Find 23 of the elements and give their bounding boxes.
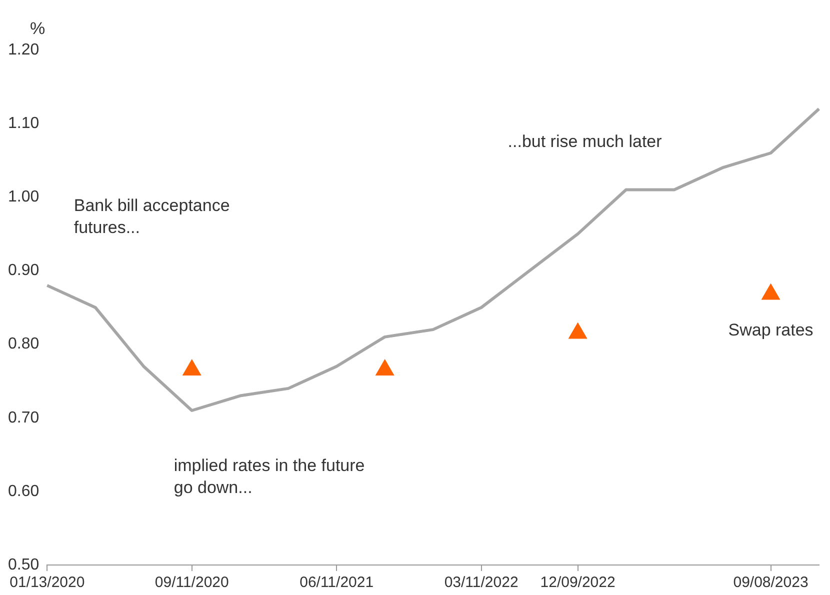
annotation: ...but rise much later (508, 130, 663, 153)
x-tick-label: 03/11/2022 (444, 574, 518, 592)
y-tick-label: 0.50 (8, 556, 40, 574)
y-tick-label: 1.20 (8, 41, 40, 58)
point (568, 322, 587, 339)
y-tick-label: 0.90 (8, 262, 40, 280)
y-tick-label: 1.00 (8, 188, 40, 206)
x-tick-label: 09/11/2020 (154, 574, 229, 592)
y-tick-label: 1.10 (8, 114, 40, 132)
y-tick-label: 0.70 (8, 409, 40, 426)
annotation: Bank bill acceptance futures... (74, 194, 231, 238)
series-label: Swap rates (728, 320, 814, 340)
x-tick-label: 01/13/2020 (10, 574, 85, 592)
point (182, 360, 202, 376)
x-tick-label: 12/09/2022 (540, 574, 616, 592)
point (376, 360, 394, 376)
x-tick-label: 06/11/2021 (300, 574, 374, 592)
point (762, 284, 780, 300)
annotation: implied rates in the future go down... (174, 454, 366, 499)
y-axis-title: % (30, 19, 46, 38)
x-tick-label: 09/08/2023 (733, 574, 808, 592)
y-tick-label: 0.60 (8, 482, 40, 500)
y-tick-label: 0.80 (8, 336, 40, 353)
